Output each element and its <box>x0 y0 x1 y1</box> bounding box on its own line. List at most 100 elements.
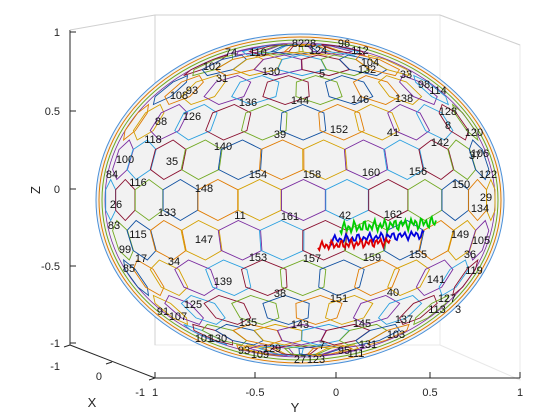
sphere-cell <box>367 54 410 77</box>
cell-label: 122 <box>479 169 497 181</box>
sphere-cell <box>132 259 165 297</box>
cell-label: 148 <box>195 183 213 195</box>
x-tick-mark <box>105 361 113 365</box>
z-axis-ticks: 1 0.5 0 -0.5 -1 <box>41 27 76 350</box>
cell-label: 101 <box>195 333 213 345</box>
cell-label: 29 <box>480 192 492 204</box>
cell-label: 39 <box>274 129 286 141</box>
cell-label: 95 <box>338 345 350 357</box>
sphere-cell <box>232 54 283 77</box>
cell-label: 155 <box>409 249 427 261</box>
y-axis-ticks: 1 -0.5 0 0.5 1 <box>152 372 523 399</box>
cell-label: 145 <box>353 318 371 330</box>
cell-label: 123 <box>307 354 325 366</box>
cell-label: 109 <box>251 349 269 361</box>
cell-label: 127 <box>438 293 456 305</box>
cell-label: 74 <box>225 47 237 59</box>
cell-label: 152 <box>330 124 348 136</box>
cell-label: 124 <box>309 45 327 57</box>
cell-label: 161 <box>281 211 299 223</box>
cell-label: 156 <box>409 166 427 178</box>
x-tick-mark <box>148 377 156 381</box>
sphere-cell <box>231 75 280 105</box>
cell-label: 139 <box>214 276 232 288</box>
sphere-cell <box>152 294 189 326</box>
sphere-cell <box>418 219 455 261</box>
sphere-cell <box>438 103 469 141</box>
z-tick-label: -0.5 <box>41 261 60 273</box>
sphere-cell <box>307 44 354 56</box>
sphere-cell <box>237 179 282 221</box>
cell-label: 153 <box>249 252 267 264</box>
cell-label: 93 <box>238 345 250 357</box>
sphere-cell <box>447 219 477 261</box>
sphere-cell <box>387 259 431 297</box>
sphere-outline-2 <box>98 36 502 364</box>
cell-label: 83 <box>108 220 120 232</box>
cell-label: 27 <box>294 354 306 366</box>
cell-label: 125 <box>184 299 202 311</box>
z-tick-label: 0.5 <box>45 106 60 118</box>
cell-label: 108 <box>170 90 188 102</box>
z-tick-label: 0 <box>54 184 60 196</box>
sphere-cell <box>486 178 496 222</box>
cell-label: 141 <box>427 274 445 286</box>
sphere-cell <box>231 295 280 325</box>
sphere-cell <box>354 259 400 296</box>
cell-label: 26 <box>110 199 122 211</box>
series-line-green <box>339 214 437 237</box>
sphere-cell <box>257 344 304 356</box>
cell-label: 98 <box>418 79 430 91</box>
sphere-cell <box>248 44 295 56</box>
sphere-cell <box>122 258 150 297</box>
sphere-cell <box>279 259 327 296</box>
y-tick-label: 0 <box>333 387 339 399</box>
cell-label: 128 <box>439 106 457 118</box>
sphere-cell <box>451 103 479 142</box>
sphere-cell <box>152 74 189 106</box>
x-axis-ticks: -1 0 -1 <box>50 344 156 399</box>
cell-label: 91 <box>157 306 169 318</box>
cell-label: 34 <box>168 256 180 268</box>
sphere-cell <box>295 295 343 325</box>
x-axis-label: X <box>88 395 97 410</box>
cell-label: 140 <box>214 141 232 153</box>
sphere-cell <box>270 44 319 56</box>
sphere-cell <box>149 259 189 297</box>
sphere-cell <box>279 104 327 141</box>
cell-label: 136 <box>239 97 257 109</box>
x-tick-label: -1 <box>135 387 145 399</box>
cell-label: 31 <box>216 73 228 85</box>
cell-label: 150 <box>452 179 470 191</box>
sphere-cell <box>413 294 450 326</box>
cell-label: 160 <box>362 167 380 179</box>
sphere-cell <box>283 344 333 356</box>
sphere-cell <box>343 220 389 261</box>
cell-label: 137 <box>395 314 413 326</box>
cell-label: 113 <box>428 304 446 316</box>
cell-label: 142 <box>431 137 449 149</box>
sphere-cell <box>240 104 288 141</box>
sphere-cell <box>259 220 305 261</box>
cell-label: 133 <box>158 207 176 219</box>
cell-label: 131 <box>359 339 377 351</box>
sphere-cell <box>302 220 348 261</box>
cell-label: 88 <box>155 116 167 128</box>
cell-label: 157 <box>303 253 321 265</box>
sphere-cell <box>164 294 204 325</box>
sphere-cell <box>451 258 479 297</box>
sphere-cell <box>197 178 239 222</box>
trajectories <box>317 214 437 253</box>
sphere-cell <box>320 344 366 357</box>
sphere-cell <box>315 44 360 56</box>
sphere-cell <box>205 259 252 296</box>
sphere-cell <box>203 75 252 105</box>
sphere-cell <box>240 259 288 296</box>
sphere-cell <box>355 323 401 346</box>
sphere-cell <box>217 139 263 180</box>
sphere-cell <box>283 44 333 56</box>
cell-label: 93 <box>186 85 198 97</box>
sphere-cell <box>149 103 189 141</box>
sphere-cell <box>399 294 438 325</box>
